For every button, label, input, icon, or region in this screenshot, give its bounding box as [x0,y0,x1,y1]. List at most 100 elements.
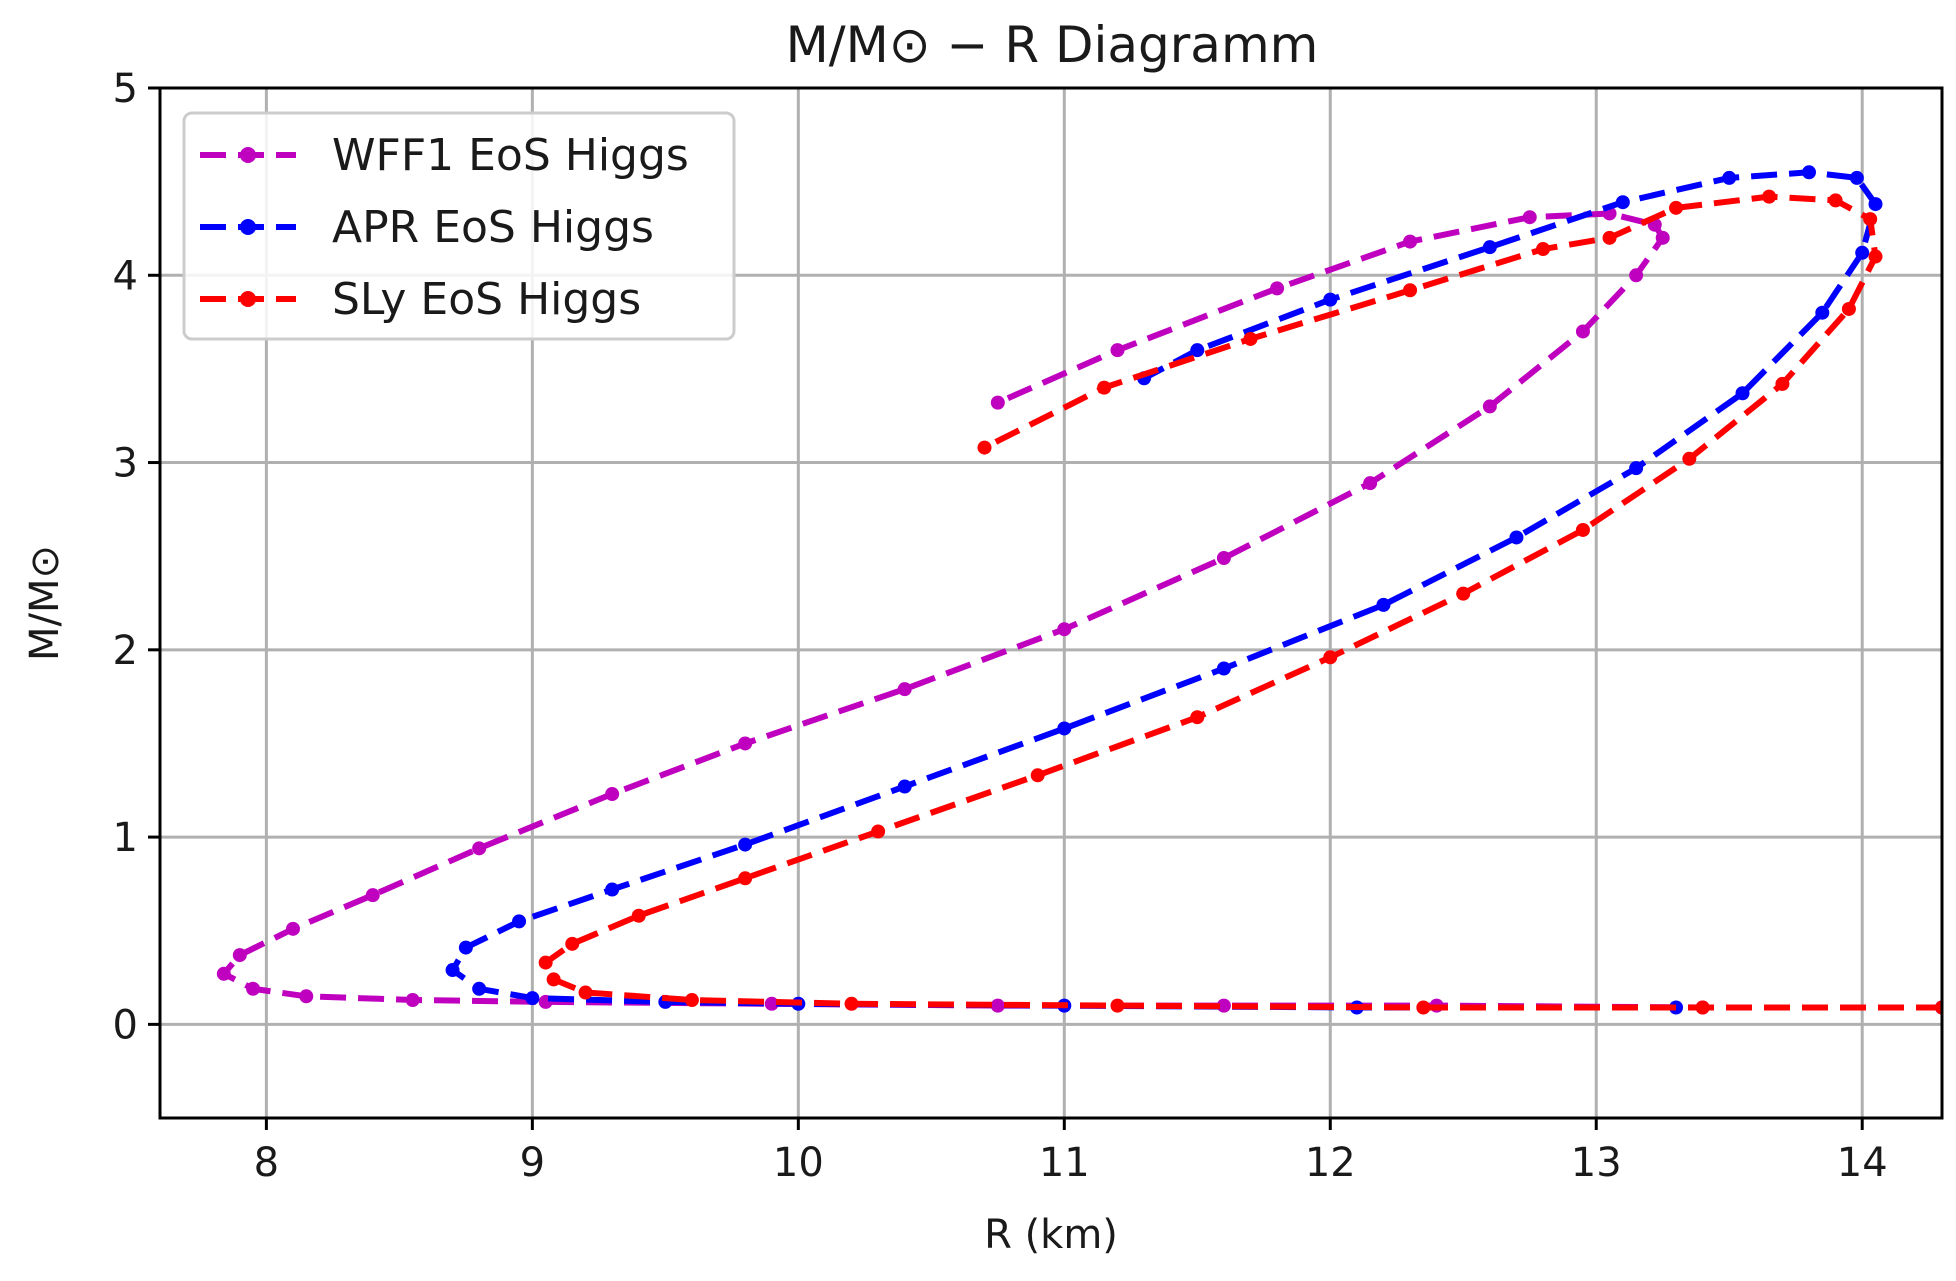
data-point [1602,230,1617,245]
legend: WFF1 EoS Higgs APR EoS Higgs SLy EoS Higgs [182,111,736,341]
data-point [844,996,859,1011]
x-tick-label: 8 [254,1140,279,1186]
legend-marker [240,291,256,307]
data-point [546,972,561,987]
data-point [1403,234,1418,249]
series-2 [538,189,1942,1015]
data-point [1323,650,1338,665]
data-point [631,908,646,923]
data-point [1403,283,1418,298]
data-point [1536,242,1551,257]
data-point [1828,193,1843,208]
data-point [605,882,620,897]
data-point [1775,376,1790,391]
data-point [1868,249,1883,264]
data-point [1935,1000,1942,1015]
x-axis-label: R (km) [984,1212,1118,1258]
data-point [1735,386,1750,401]
data-point [365,888,380,903]
data-point [738,871,753,886]
data-point [1482,240,1497,255]
data-point [1416,1000,1431,1015]
data-point [1762,189,1777,204]
data-point [1216,551,1231,566]
data-point [1802,165,1817,180]
data-point [232,948,247,963]
legend-label: WFF1 EoS Higgs [332,130,689,181]
data-point [990,998,1005,1013]
data-point [1376,597,1391,612]
data-point [1669,200,1684,215]
plot-frame [158,86,1944,1120]
legend-label: APR EoS Higgs [332,202,654,253]
legend-entry: WFF1 EoS Higgs [200,130,689,181]
data-point [1841,301,1856,316]
legend-label: SLy EoS Higgs [332,274,641,325]
series-line [542,193,1942,1011]
y-tick-label: 2 [113,628,138,674]
data-point [684,993,699,1008]
data-point [1097,380,1112,395]
data-series [216,165,1942,1015]
data-point [990,395,1005,410]
data-point [1190,710,1205,725]
data-point [1323,292,1338,307]
data-point [1868,197,1883,212]
data-point [1030,768,1045,783]
x-tick-label: 9 [520,1140,545,1186]
data-point [1190,343,1205,358]
data-point [1669,1000,1684,1015]
data-point [1243,331,1258,346]
data-point [1849,170,1864,185]
data-point [605,787,620,802]
data-point [1057,721,1072,736]
data-point [285,921,300,936]
legend-entry: APR EoS Higgs [200,202,654,253]
data-point [1815,305,1830,320]
data-point [1363,476,1378,491]
data-point [1682,451,1697,466]
data-point [1110,343,1125,358]
legend-entry: SLy EoS Higgs [200,274,641,325]
data-point [1575,324,1590,339]
data-point [764,996,779,1011]
data-point [512,914,527,929]
data-point [1855,245,1870,260]
data-point [246,981,261,996]
data-point [738,736,753,751]
data-point [472,981,487,996]
data-point [1482,399,1497,414]
y-tick-label: 4 [113,253,138,299]
data-point [299,989,314,1004]
y-tick-label: 3 [113,441,138,487]
series-line [220,210,1942,1011]
data-point [578,985,593,1000]
x-tick-label: 10 [773,1140,824,1186]
data-point [1456,586,1471,601]
data-point [977,440,992,455]
legend-box [182,111,736,341]
data-point [1575,522,1590,537]
y-axis-label: M/M⊙ [22,545,68,661]
data-point [458,940,473,955]
data-point [565,936,580,951]
x-tick-label: 13 [1571,1140,1622,1186]
data-point [1057,622,1072,637]
data-point [897,779,912,794]
y-tick-label: 1 [113,815,138,861]
series-0 [216,206,1942,1015]
y-tick-label: 0 [113,1002,138,1048]
data-point [1863,212,1878,227]
data-point [445,963,460,978]
data-point [1509,530,1524,545]
data-point [1216,661,1231,676]
data-point [1629,268,1644,283]
data-point [1615,195,1630,210]
data-point [216,966,231,981]
data-point [1655,230,1670,245]
data-point [871,824,886,839]
x-tick-label: 12 [1305,1140,1356,1186]
data-point [738,837,753,852]
